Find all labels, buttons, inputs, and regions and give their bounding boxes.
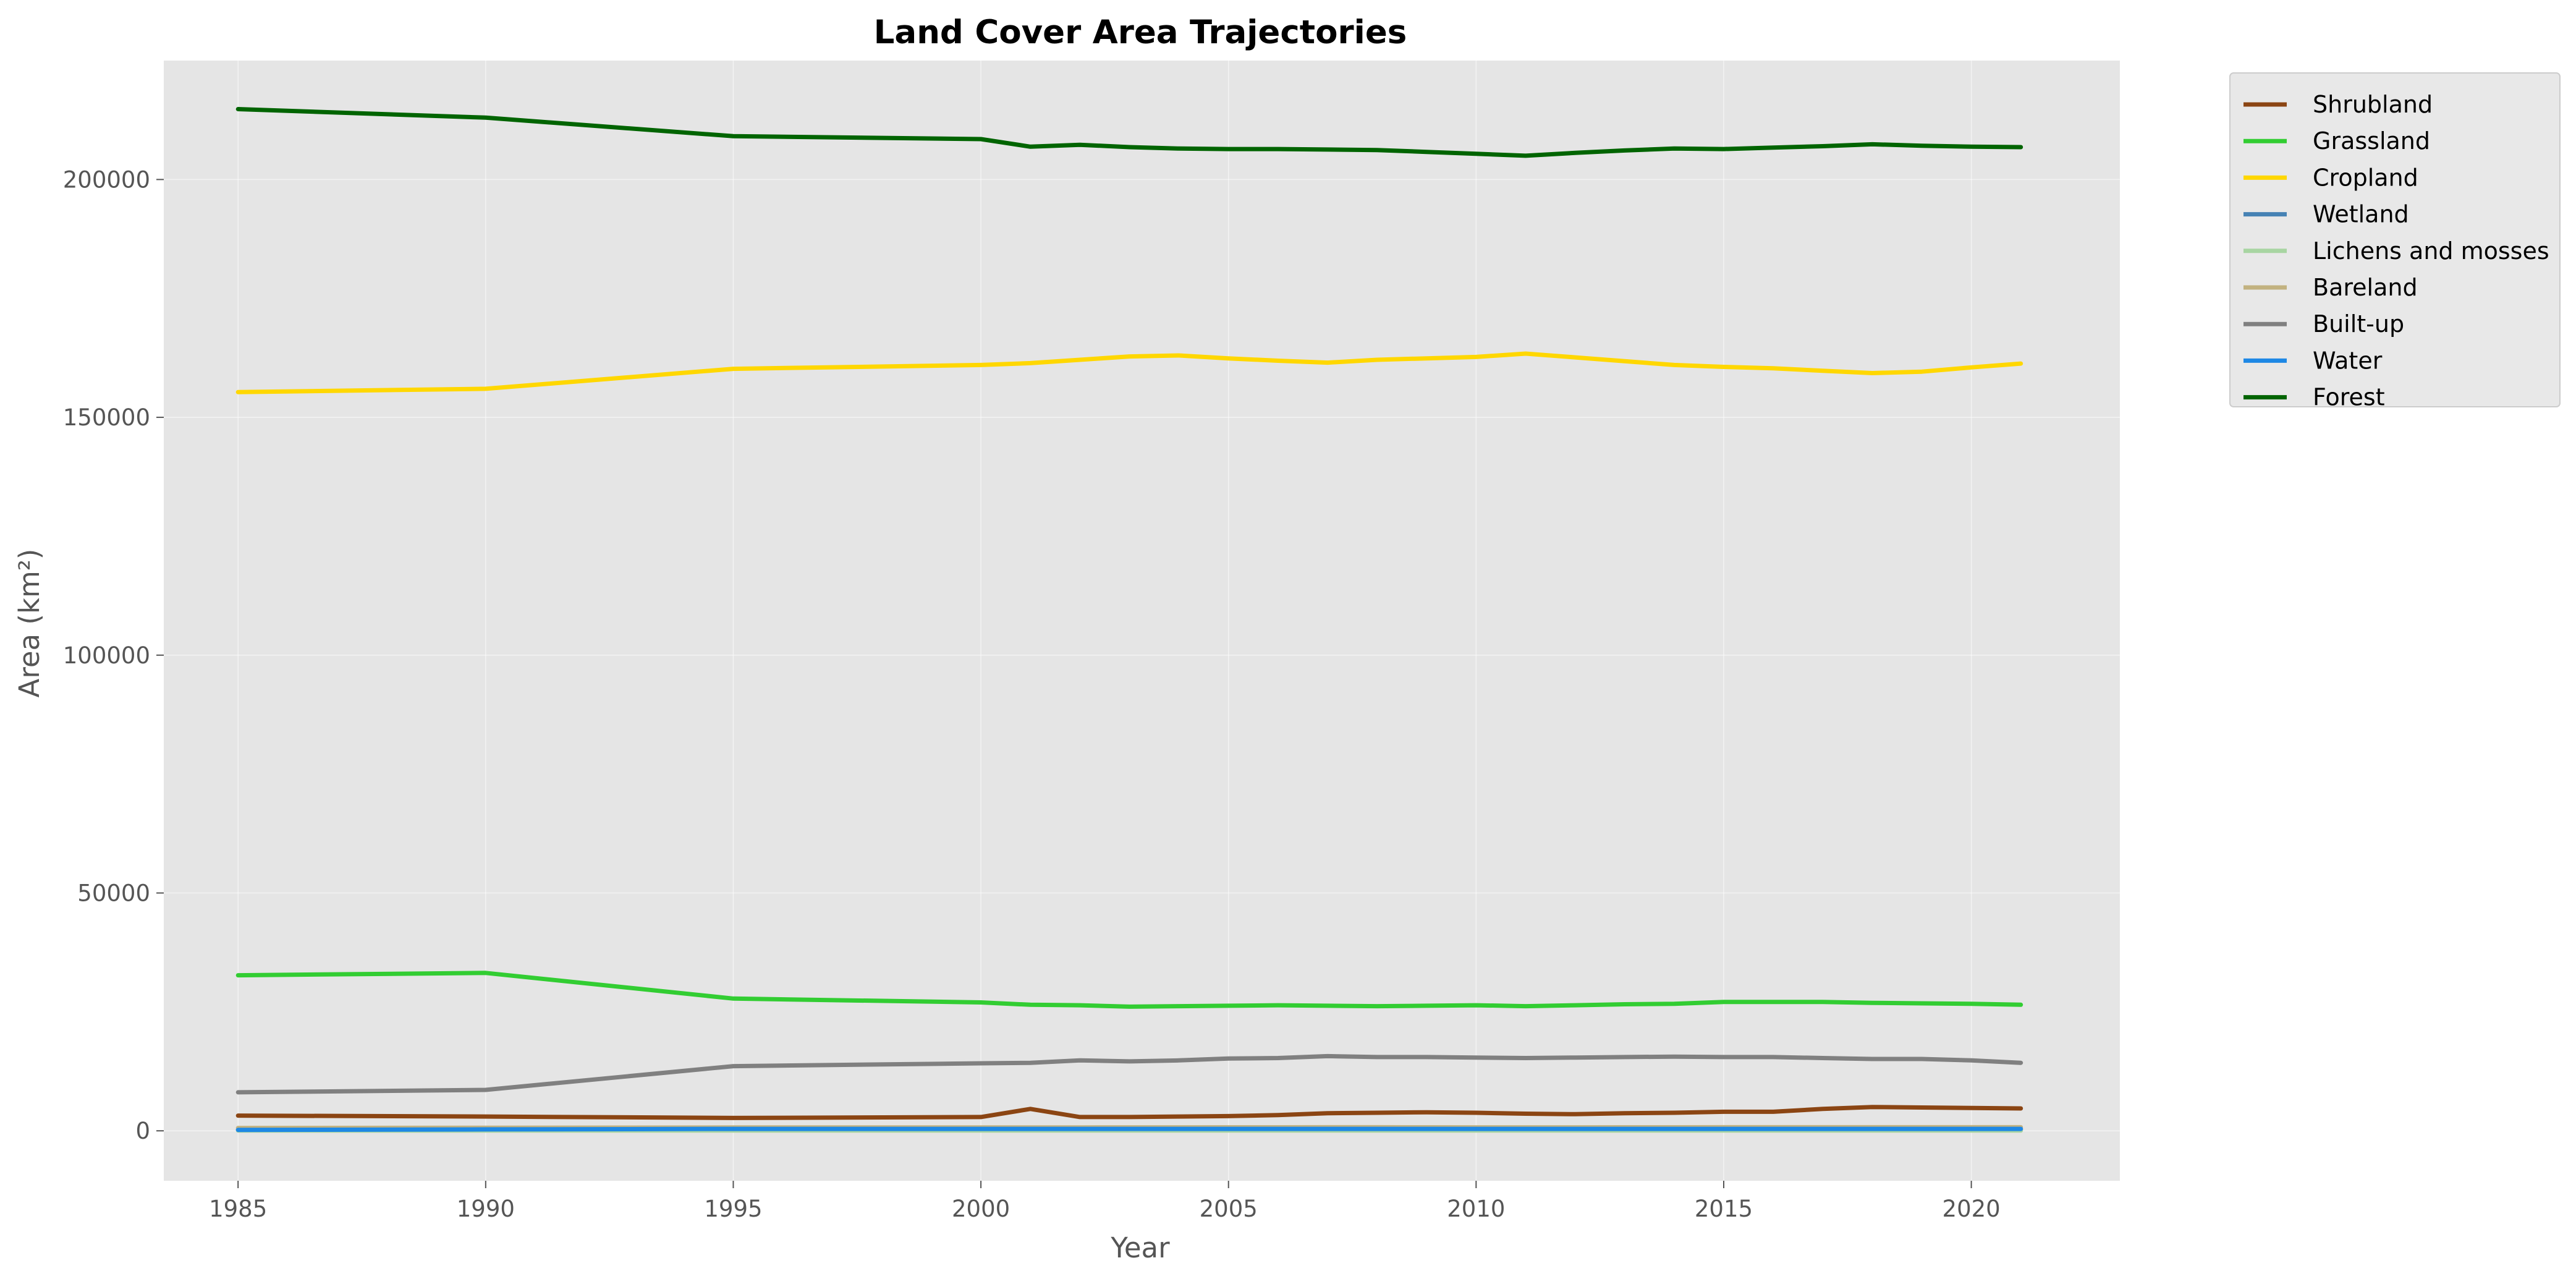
- legend-label-built-up: Built-up: [2313, 310, 2404, 338]
- legend-label-lichens-and-mosses: Lichens and mosses: [2313, 237, 2549, 265]
- legend-items: Shrubland Grassland Cropland Wetland Lichens…: [2243, 91, 2549, 411]
- legend-label-cropland: Cropland: [2313, 164, 2418, 191]
- x-axis-label: Year: [1110, 1231, 1170, 1264]
- series-line-shrubland: [235, 1105, 2023, 1120]
- legend-label-forest: Forest: [2313, 384, 2385, 411]
- x-tick-label: 1995: [704, 1196, 762, 1222]
- legend-label-shrubland: Shrubland: [2313, 91, 2433, 118]
- legend-label-wetland: Wetland: [2313, 201, 2409, 228]
- y-tick-label: 200000: [63, 166, 150, 193]
- series-lines: [235, 107, 2023, 1133]
- x-tick-label: 2020: [1943, 1196, 2001, 1222]
- x-tick-label: 2015: [1695, 1196, 1753, 1222]
- legend-label-grassland: Grassland: [2313, 127, 2430, 155]
- legend: Shrubland Grassland Cropland Wetland Lichens…: [2229, 72, 2561, 411]
- x-tick-label: 1990: [457, 1196, 515, 1222]
- x-tick-label: 2010: [1447, 1196, 1505, 1222]
- legend-label-bareland: Bareland: [2313, 274, 2418, 301]
- x-tick-label: 1985: [209, 1196, 267, 1222]
- y-tick-label: 100000: [63, 642, 150, 669]
- series-line-forest: [235, 107, 2023, 158]
- x-tick-label: 2000: [952, 1196, 1010, 1222]
- plot-area: [164, 61, 2120, 1181]
- series-line-grassland: [235, 971, 2023, 1009]
- x-tick-label: 2005: [1200, 1196, 1258, 1222]
- series-line-cropland: [235, 351, 2023, 394]
- y-tick-label: 0: [135, 1118, 150, 1144]
- y-axis-label: Area (km²): [13, 549, 46, 698]
- y-tick-label: 150000: [63, 404, 150, 431]
- legend-box: [2229, 72, 2561, 407]
- chart-title: Land Cover Area Trajectories: [874, 14, 1407, 51]
- series-line-built-up: [235, 1053, 2023, 1095]
- x-axis-ticks: 1985 1990 1995 2000 2005 2010 2015 2020: [209, 1181, 2001, 1222]
- legend-label-water: Water: [2313, 347, 2383, 374]
- series-line-water: [235, 1126, 2023, 1133]
- y-axis-ticks: 0 50000 100000 150000 200000: [63, 166, 164, 1144]
- y-tick-label: 50000: [77, 880, 150, 906]
